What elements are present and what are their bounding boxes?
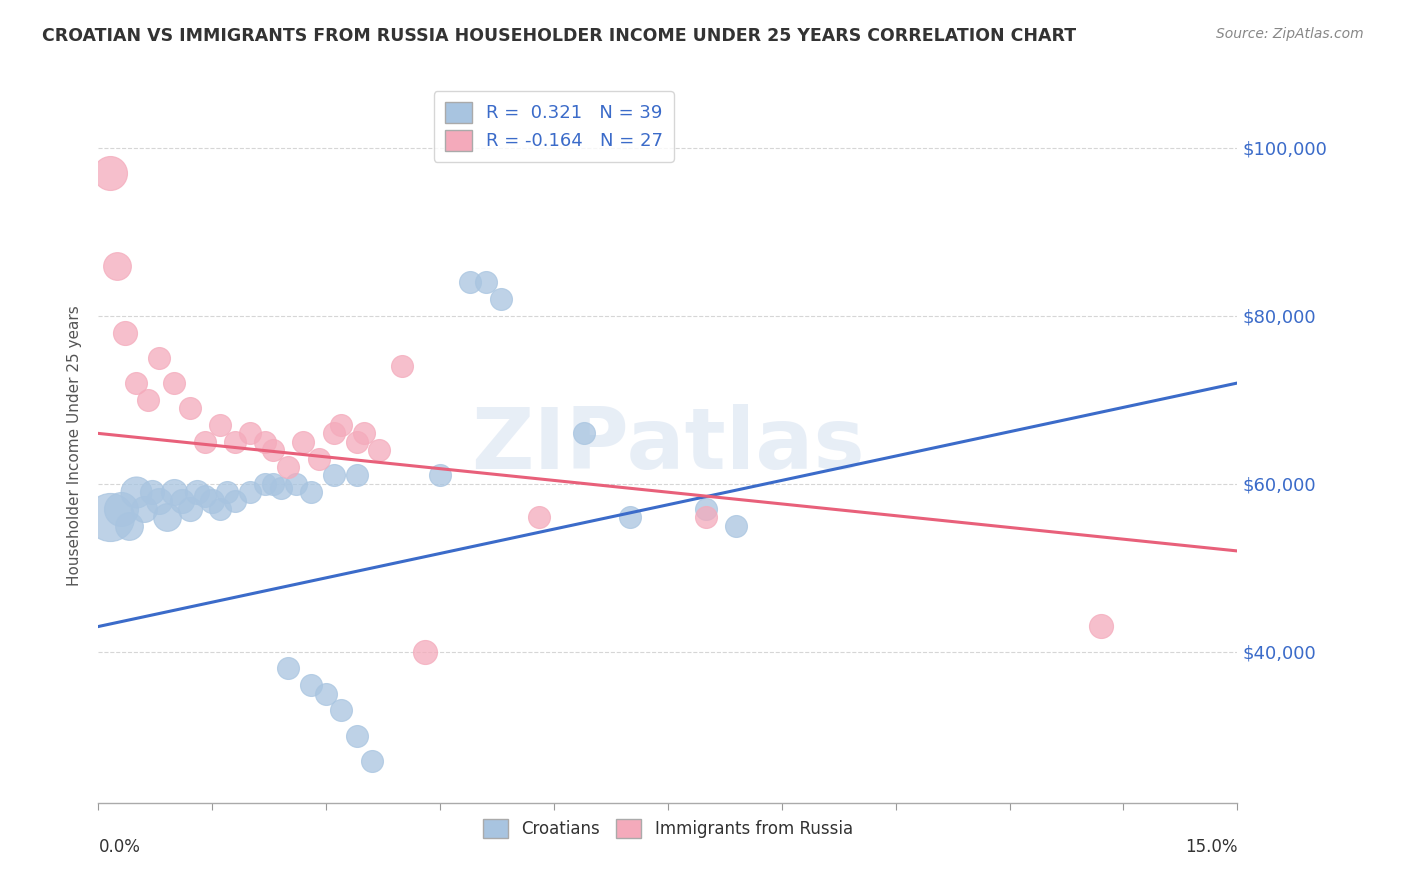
- Text: 0.0%: 0.0%: [98, 838, 141, 856]
- Point: [346, 729, 368, 743]
- Text: CROATIAN VS IMMIGRANTS FROM RUSSIA HOUSEHOLDER INCOME UNDER 25 YEARS CORRELATION: CROATIAN VS IMMIGRANTS FROM RUSSIA HOUSE…: [42, 27, 1077, 45]
- Text: Source: ZipAtlas.com: Source: ZipAtlas.com: [1216, 27, 1364, 41]
- Point: [360, 754, 382, 768]
- Y-axis label: Householder Income Under 25 years: Householder Income Under 25 years: [67, 306, 83, 586]
- Point: [224, 434, 246, 449]
- Point: [429, 468, 451, 483]
- Legend: Croatians, Immigrants from Russia: Croatians, Immigrants from Russia: [477, 812, 859, 845]
- Point: [330, 417, 353, 432]
- Point: [125, 376, 148, 390]
- Point: [299, 485, 322, 500]
- Point: [217, 485, 239, 500]
- Point: [725, 518, 748, 533]
- Point: [322, 426, 344, 441]
- Point: [148, 351, 170, 365]
- Point: [125, 485, 148, 500]
- Point: [179, 502, 201, 516]
- Point: [695, 510, 717, 524]
- Point: [118, 518, 141, 533]
- Point: [148, 493, 170, 508]
- Point: [315, 687, 337, 701]
- Text: ZIPatlas: ZIPatlas: [471, 404, 865, 488]
- Point: [299, 678, 322, 692]
- Point: [474, 275, 496, 289]
- Point: [346, 468, 368, 483]
- Point: [262, 476, 284, 491]
- Point: [107, 259, 129, 273]
- Point: [194, 489, 217, 503]
- Point: [277, 661, 299, 675]
- Point: [574, 426, 596, 441]
- Point: [110, 502, 132, 516]
- Point: [292, 434, 315, 449]
- Point: [114, 326, 136, 340]
- Point: [619, 510, 641, 524]
- Point: [270, 481, 292, 495]
- Point: [277, 460, 299, 475]
- Point: [330, 703, 353, 717]
- Point: [163, 485, 186, 500]
- Point: [98, 510, 121, 524]
- Point: [186, 485, 208, 500]
- Point: [136, 392, 159, 407]
- Point: [284, 476, 307, 491]
- Point: [208, 417, 231, 432]
- Point: [208, 502, 231, 516]
- Point: [391, 359, 413, 374]
- Point: [368, 443, 391, 458]
- Point: [156, 510, 179, 524]
- Point: [460, 275, 482, 289]
- Point: [353, 426, 375, 441]
- Point: [254, 476, 277, 491]
- Point: [527, 510, 550, 524]
- Point: [201, 493, 224, 508]
- Point: [695, 502, 717, 516]
- Point: [98, 166, 121, 180]
- Point: [179, 401, 201, 416]
- Point: [322, 468, 344, 483]
- Point: [141, 485, 163, 500]
- Point: [262, 443, 284, 458]
- Point: [163, 376, 186, 390]
- Point: [132, 502, 155, 516]
- Point: [1090, 619, 1112, 633]
- Point: [224, 493, 246, 508]
- Point: [239, 426, 262, 441]
- Point: [489, 292, 512, 306]
- Text: 15.0%: 15.0%: [1185, 838, 1237, 856]
- Point: [346, 434, 368, 449]
- Point: [254, 434, 277, 449]
- Point: [308, 451, 330, 466]
- Point: [170, 493, 193, 508]
- Point: [239, 485, 262, 500]
- Point: [194, 434, 217, 449]
- Point: [413, 645, 436, 659]
